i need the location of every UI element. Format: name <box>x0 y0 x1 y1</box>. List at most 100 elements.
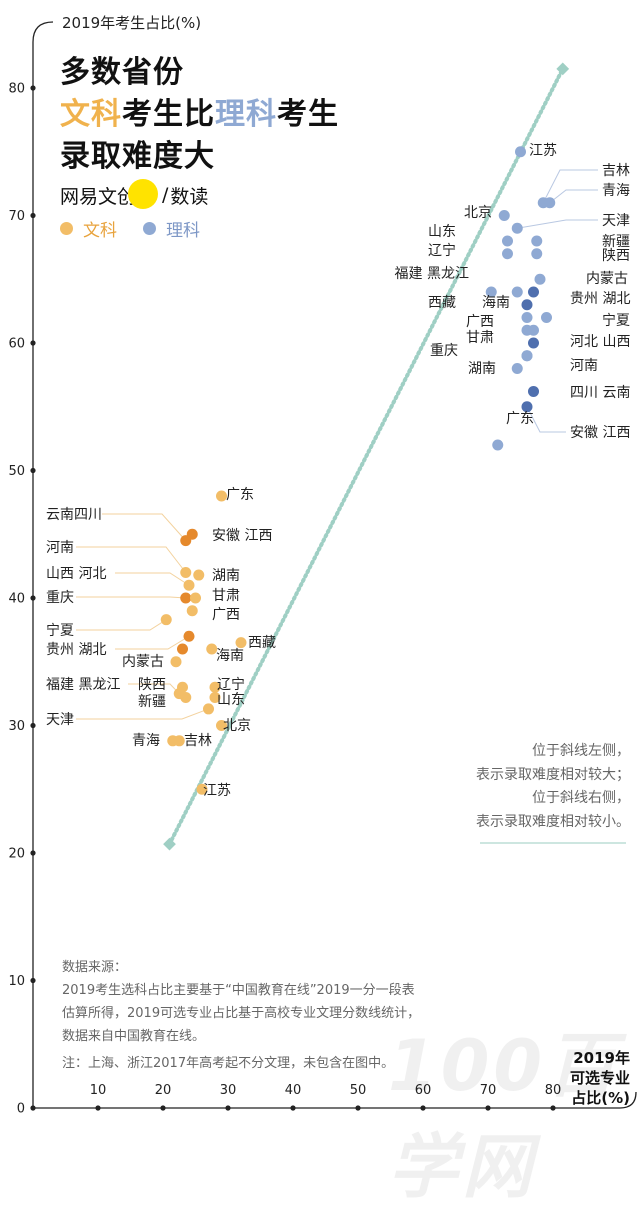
data-point <box>511 286 523 298</box>
data-point <box>209 681 221 693</box>
point-label: 宁夏 <box>602 312 630 329</box>
source-line: 数据来源： <box>62 960 128 975</box>
label-leader-line <box>115 572 190 586</box>
data-point <box>485 286 497 298</box>
y-tick-label: 60 <box>8 337 25 352</box>
data-point <box>492 439 504 451</box>
data-point <box>180 592 192 604</box>
title-line: 文科考生比理科考生 <box>60 94 339 136</box>
note-line: 位于斜线右侧， <box>532 790 630 806</box>
point-label: 辽宁 <box>428 242 456 259</box>
note-underline <box>480 842 626 844</box>
point-label: 海南 <box>482 295 510 311</box>
data-point <box>177 643 188 655</box>
point-label: 西藏 <box>248 635 276 651</box>
legend-li-label: 理科 <box>166 221 200 241</box>
point-label: 福建 黑龙江 <box>46 677 120 693</box>
x-tick-label: 70 <box>480 1083 497 1098</box>
point-label: 四川 云南 <box>570 385 630 401</box>
data-point <box>502 235 513 247</box>
data-point <box>209 691 221 703</box>
data-point <box>541 312 552 323</box>
diagonal-end-marker <box>556 62 570 76</box>
y-tick-label: 80 <box>8 82 25 97</box>
point-label: 江苏 <box>203 783 231 799</box>
data-point <box>216 490 227 502</box>
data-point <box>531 235 543 247</box>
point-label: 吉林 <box>184 733 212 749</box>
point-label: 西藏 <box>428 295 456 311</box>
x-axis-title: 2019年 可选专业 占比(%) <box>570 1048 630 1108</box>
point-label: 重庆 <box>46 590 74 606</box>
y-axis-title: 2019年考生占比(%) <box>62 14 202 32</box>
data-point <box>515 146 526 158</box>
title-line: 多数省份 <box>60 52 339 94</box>
brand: 网易文创 / 数读 <box>60 179 209 210</box>
x-tick-label: 60 <box>415 1083 432 1098</box>
chart-title: 多数省份文科考生比理科考生 录取难度大 <box>60 52 339 178</box>
source-line: 数据来自中国教育在线。 <box>62 1029 206 1044</box>
diagonal-note: 位于斜线左侧， 表示录取难度相对较大； 位于斜线右侧， 表示录取难度相对较小。 <box>476 740 630 834</box>
y-tick-label: 70 <box>8 209 25 224</box>
y-tick-mark <box>30 467 36 474</box>
x-axis-line <box>33 1091 637 1109</box>
x-tick-label: 20 <box>155 1083 172 1098</box>
point-label: 河南 <box>46 540 74 556</box>
x-tick-mark <box>420 1105 426 1111</box>
label-leader-line <box>76 619 167 631</box>
point-label: 湖南 <box>468 361 496 377</box>
point-label: 天津 <box>46 712 74 728</box>
y-tick-label: 30 <box>8 719 25 734</box>
point-label: 云南四川 <box>46 507 102 523</box>
data-point <box>206 643 218 655</box>
data-point <box>521 312 533 323</box>
axes: 0 10 20 30 40 50 60 70 80 10 20 30 40 50 60 70 80 <box>8 21 637 1117</box>
data-point <box>196 783 208 795</box>
note-line: 表示录取难度相对较大； <box>476 766 630 783</box>
data-point <box>190 592 201 604</box>
y-tick-mark <box>30 212 36 219</box>
label-leader-line <box>76 708 209 720</box>
watermark: 100百学网 <box>388 1025 621 1208</box>
data-point <box>528 385 539 397</box>
point-label: 甘肃 <box>212 588 240 604</box>
point-label: 河南 <box>570 358 598 374</box>
data-point <box>528 324 539 336</box>
x-axis-title-line: 可选专业 <box>569 1069 630 1087</box>
point-label: 陕西 <box>602 248 630 264</box>
x-tick-label: 50 <box>350 1083 367 1098</box>
data-point <box>183 630 195 642</box>
point-label: 重庆 <box>430 343 458 359</box>
brand-separator: / <box>162 184 169 206</box>
netease-logo-icon <box>128 179 159 209</box>
point-label: 安徽 江西 <box>570 425 630 441</box>
note-line: 位于斜线左侧， <box>532 743 630 759</box>
point-label: 天津 <box>602 213 630 229</box>
brand-column: 数读 <box>170 185 209 208</box>
data-point <box>511 222 523 234</box>
point-label: 湖南 <box>212 568 240 584</box>
y-tick-mark <box>30 722 36 729</box>
label-leader-line <box>542 169 598 203</box>
point-label: 宁夏 <box>46 622 74 639</box>
title-segment: 理科 <box>215 97 277 132</box>
y-tick-label: 0 <box>17 1102 25 1117</box>
data-point <box>528 337 539 349</box>
data-point <box>502 248 513 260</box>
x-tick-label: 80 <box>545 1083 562 1098</box>
legend-wen-label: 文科 <box>83 221 117 241</box>
diagonal-line <box>167 66 565 847</box>
data-point <box>511 363 523 374</box>
data-point <box>193 569 205 581</box>
note-line: 表示录取难度相对较小。 <box>476 813 630 830</box>
point-label: 新疆 <box>138 694 166 710</box>
footnote: 注：上海、浙江2017年高考起不分文理，未包含在图中。 <box>62 1056 395 1071</box>
title-segment: 多数省份 <box>60 55 184 90</box>
title-segment: 考生比 <box>122 97 215 132</box>
data-point <box>235 637 247 649</box>
label-leaders <box>76 169 598 720</box>
title-line: 录取难度大 <box>60 136 339 178</box>
point-label: 贵州 湖北 <box>46 642 106 658</box>
